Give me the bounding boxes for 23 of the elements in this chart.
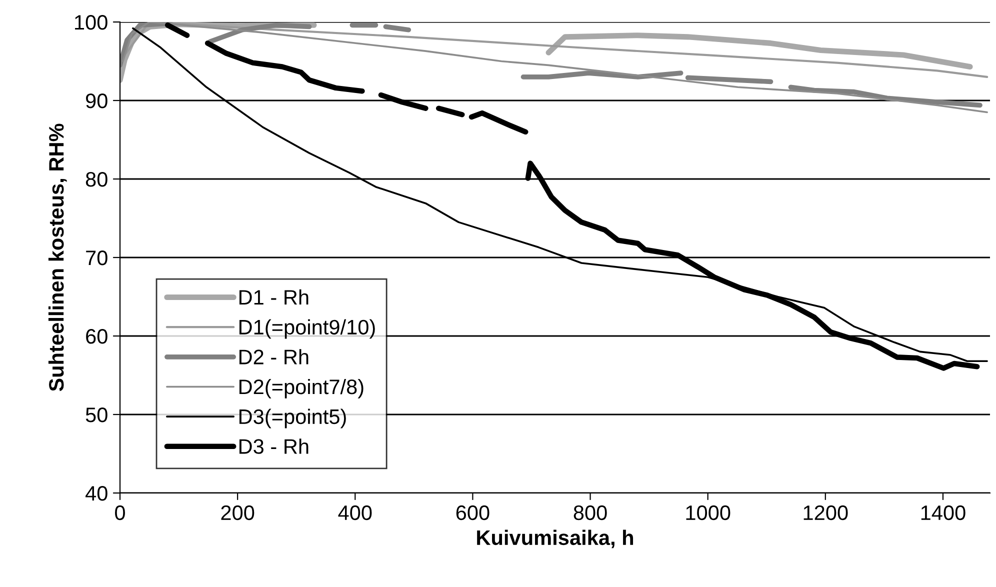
y-tick-label: 50 — [86, 408, 108, 422]
legend-label: D3 - Rh — [239, 438, 308, 454]
y-tick-label: 90 — [86, 94, 108, 108]
x-tick-label: 1200 — [804, 505, 848, 520]
y-tick-label: 80 — [86, 172, 108, 187]
legend-label: D1(=point9/10) — [239, 319, 375, 339]
x-tick-label: 600 — [456, 505, 490, 520]
y-tick-label: 70 — [86, 250, 108, 266]
x-tick-label: 800 — [574, 505, 607, 520]
legend-label: D1 - Rh — [239, 289, 308, 305]
x-tick-label: 200 — [221, 505, 254, 520]
x-tick-label: 1000 — [686, 505, 730, 520]
legend-label: D2 - Rh — [239, 349, 308, 364]
y-tick-label: 40 — [86, 486, 108, 501]
x-tick-label: 1400 — [921, 505, 966, 520]
legend-label: D3(=point5) — [239, 408, 346, 428]
y-tick-label: 60 — [86, 329, 108, 344]
x-tick-label: 400 — [338, 505, 372, 520]
y-tick-label: 100 — [75, 15, 108, 30]
y-axis-title: Suhteellinen kosteus, RH% — [48, 124, 67, 392]
legend-label: D2(=point7/8) — [239, 378, 364, 398]
x-axis-title: Kuivumisaika, h — [477, 530, 634, 548]
x-tick-label: 0 — [115, 505, 125, 520]
